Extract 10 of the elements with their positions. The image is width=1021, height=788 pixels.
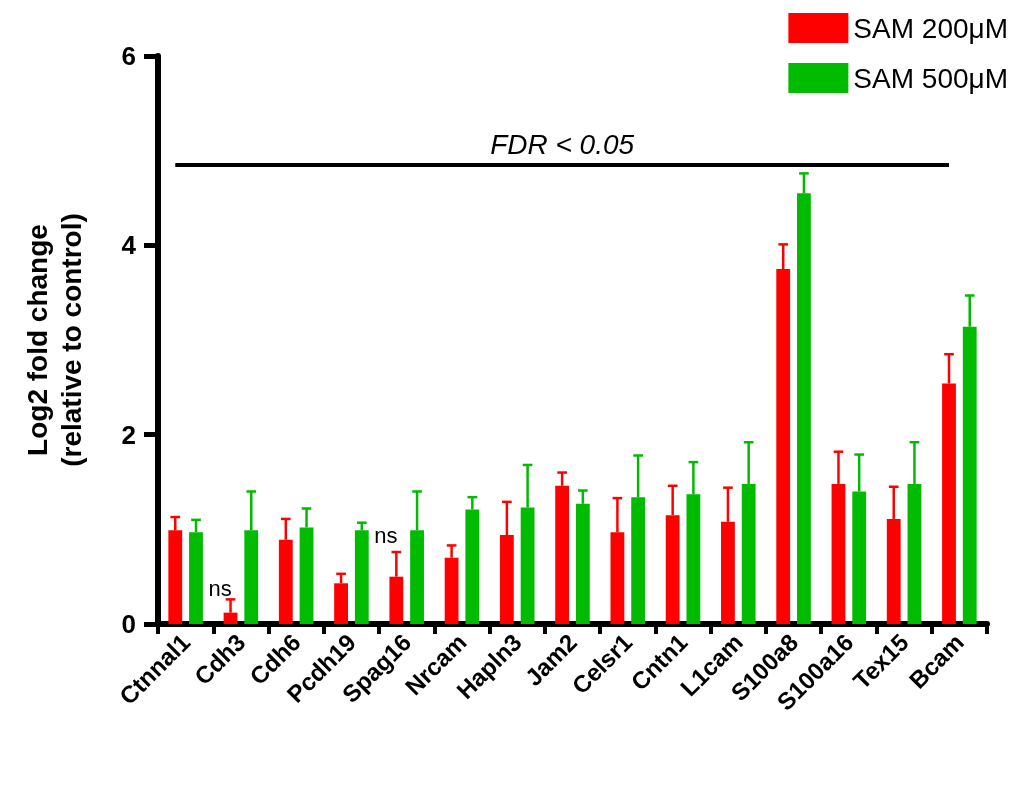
legend-label: SAM 500μM: [853, 62, 1009, 94]
annotation: ns: [374, 522, 398, 548]
ref-line-label: FDR < 0.05: [490, 129, 635, 161]
y-tick-label: 0: [121, 609, 136, 639]
y-axis-title: Log2 fold change (relative to control): [21, 213, 87, 467]
y-tick-label: 4: [121, 230, 137, 261]
y-tick-label: 6: [121, 41, 136, 71]
y-tick-label: 2: [121, 419, 136, 450]
annotation: ns: [208, 575, 232, 601]
legend-label: SAM 200μM: [853, 12, 1009, 44]
